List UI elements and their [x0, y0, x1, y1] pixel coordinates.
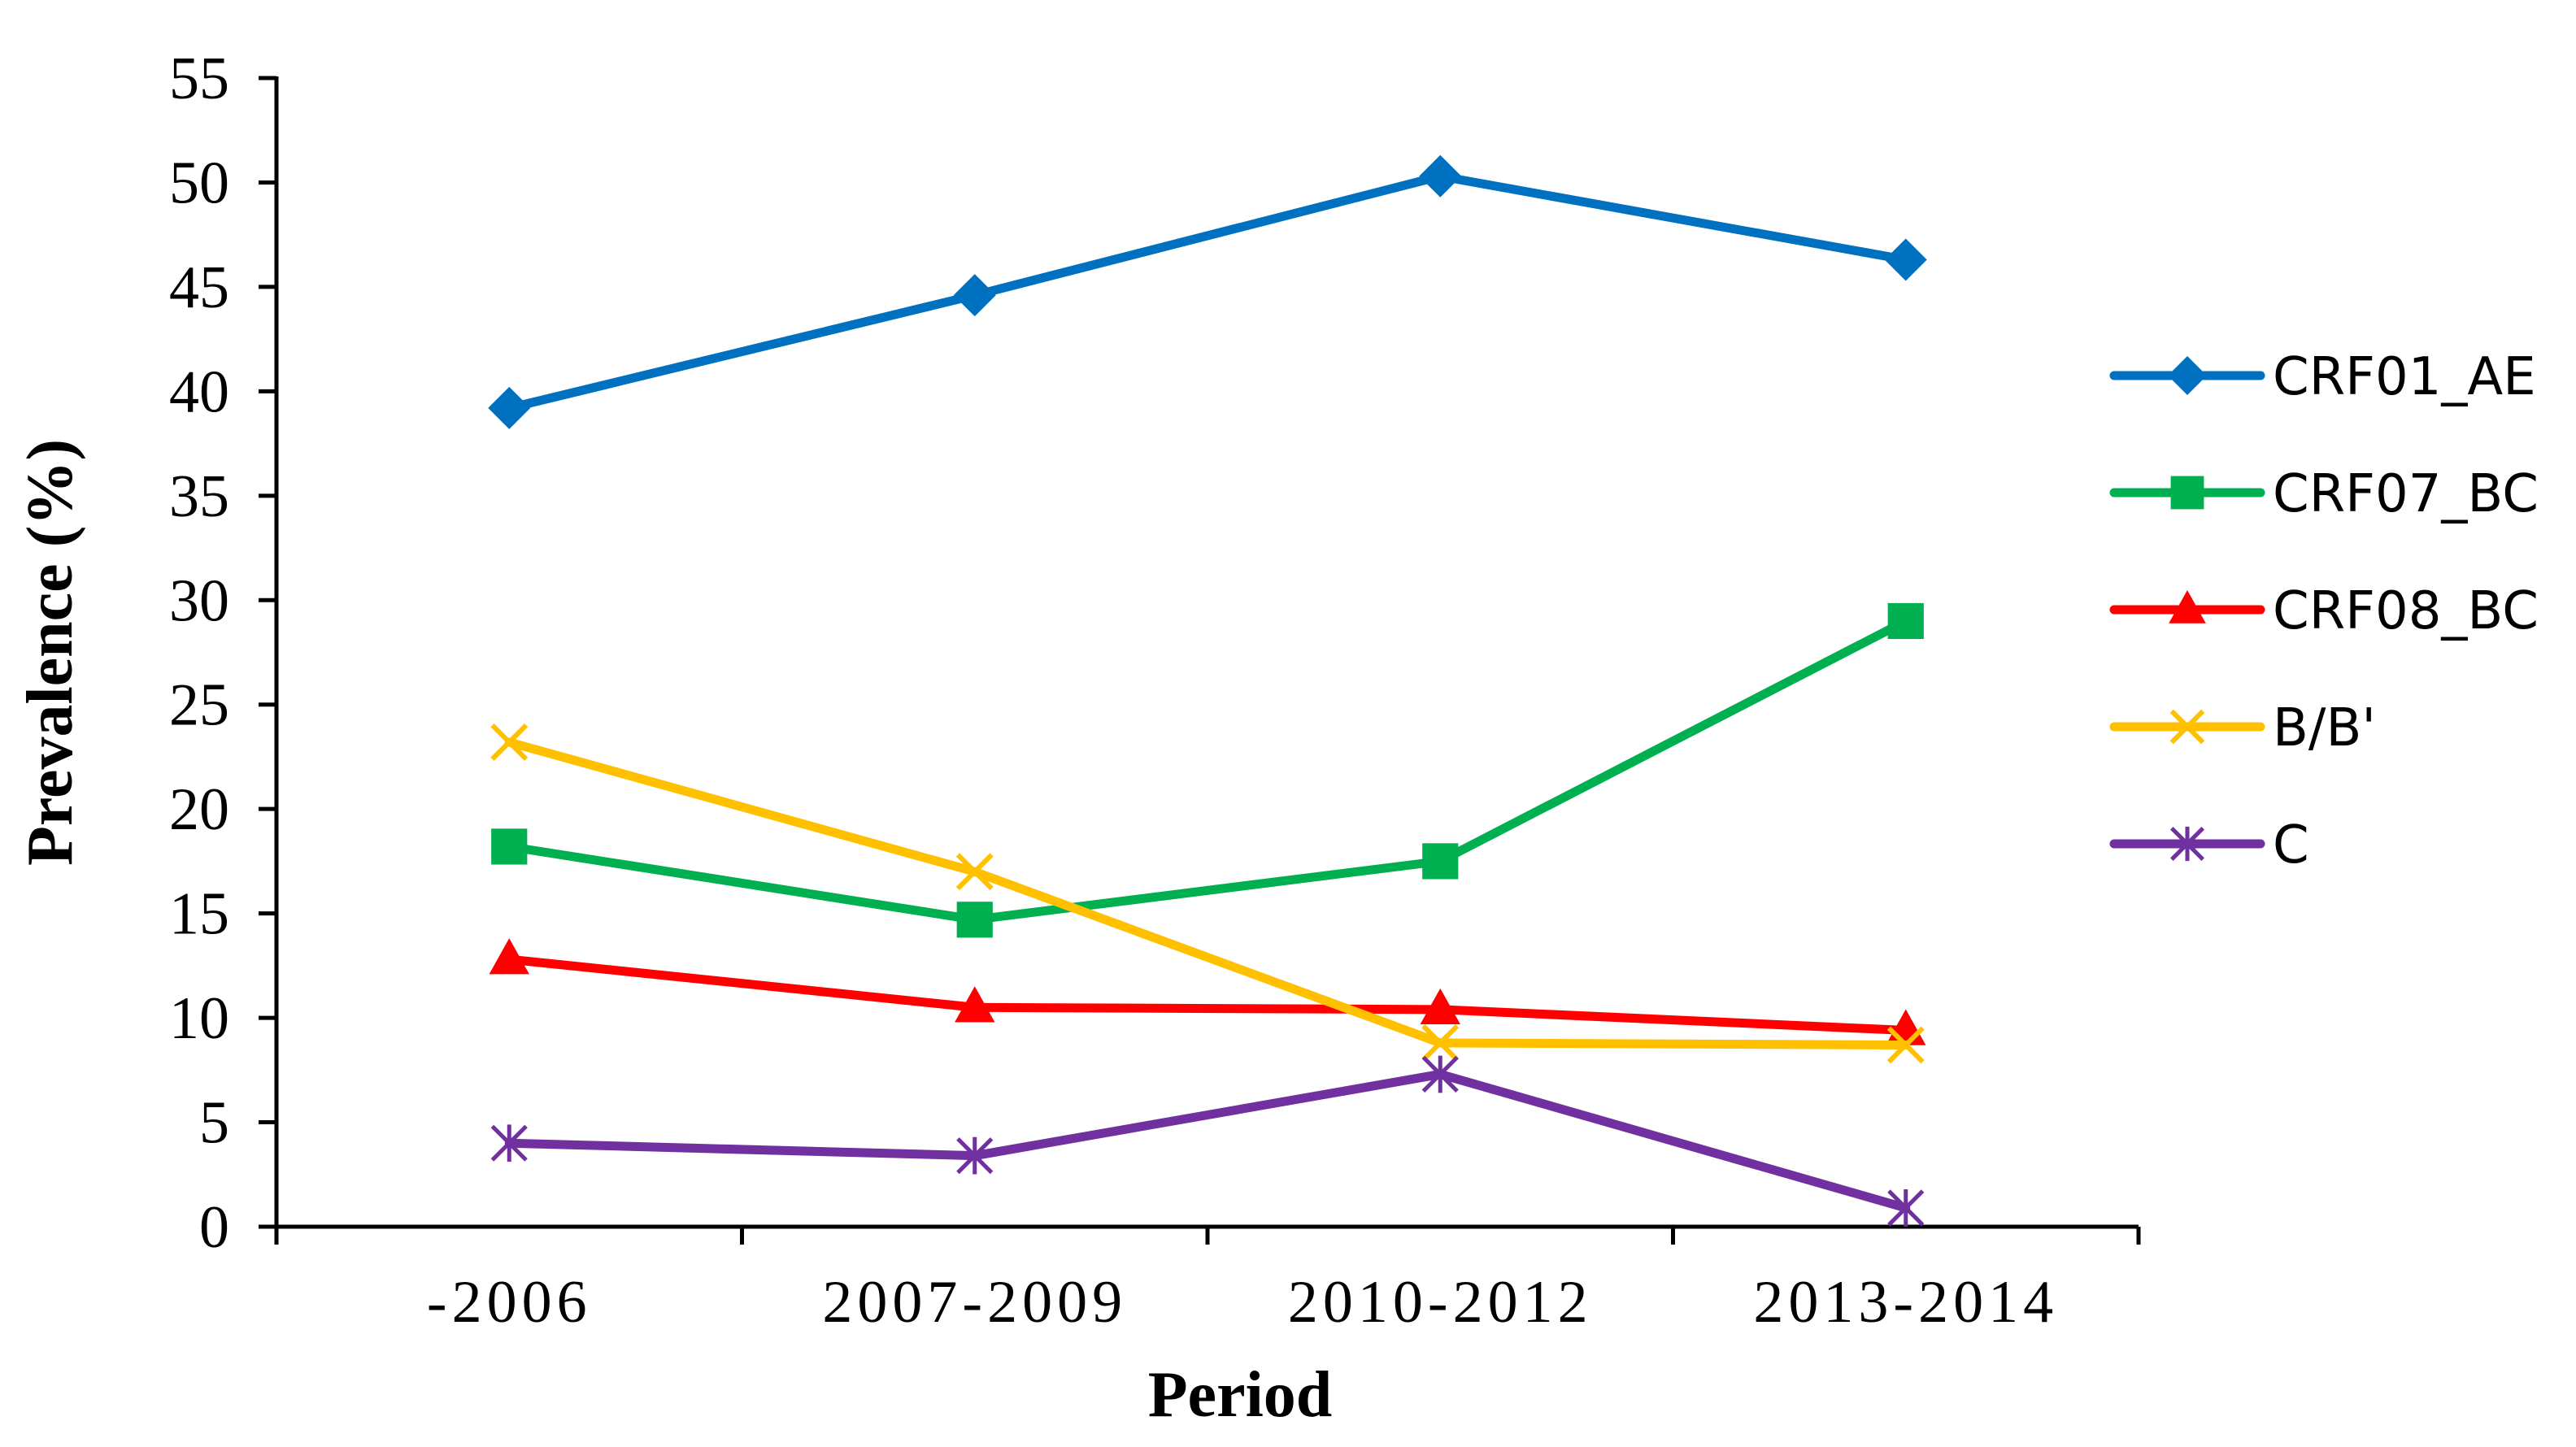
axes: 0 5 10 15 20 25 30 35 40 45 50 55 -2006 2007-2009 201…: [169, 46, 2141, 1336]
series-crf08-bc: [489, 938, 1926, 1045]
data-point-marker: [490, 724, 529, 761]
y-tick-label: 45: [169, 254, 229, 321]
data-point-marker: [488, 386, 531, 429]
legend-label: CRF01_AE: [2273, 347, 2536, 407]
y-tick-label: 40: [169, 358, 229, 425]
data-point-marker: [1420, 988, 1460, 1025]
legend-label: C: [2273, 815, 2309, 876]
x-tick-label: 2013-2014: [1753, 1269, 2058, 1336]
x-tick-label: 2007-2009: [822, 1269, 1127, 1336]
data-point-marker: [489, 938, 529, 975]
data-point-marker: [2170, 476, 2204, 510]
y-tick-label: 0: [199, 1194, 229, 1261]
y-tick-label: 5: [199, 1090, 229, 1157]
y-tick-label: 30: [169, 567, 229, 634]
legend-item: CRF01_AE: [2109, 347, 2536, 407]
data-point-marker: [956, 1136, 994, 1175]
x-axis-ticks: -2006 2007-2009 2010-2012 2013-2014: [274, 1227, 2141, 1336]
x-tick-label: -2006: [427, 1269, 592, 1336]
legend-item: CRF07_BC: [2109, 464, 2539, 524]
series-line: [504, 1069, 1911, 1213]
y-axis-ticks: 0 5 10 15 20 25 30 35 40 45 50 55: [169, 46, 276, 1261]
data-point-marker: [955, 853, 994, 891]
series-crf01-ae: [488, 154, 1927, 429]
y-tick-label: 20: [169, 776, 229, 843]
series-b-b-: [490, 724, 1925, 1064]
series-line: [504, 616, 1911, 924]
series-line: [504, 737, 1911, 1049]
data-point-marker: [1887, 602, 1924, 640]
y-tick-label: 25: [169, 672, 229, 739]
series-layer: [488, 154, 1927, 1227]
data-point-marker: [491, 828, 528, 865]
x-tick-label: 2010-2012: [1288, 1269, 1593, 1336]
data-point-marker: [953, 274, 996, 317]
data-point-marker: [2169, 709, 2205, 745]
data-point-marker: [1419, 154, 1462, 198]
y-tick-label: 35: [169, 463, 229, 530]
legend-label: CRF07_BC: [2273, 464, 2539, 524]
y-tick-label: 10: [169, 985, 229, 1052]
y-axis-title: Prevalence (%): [15, 439, 86, 866]
y-tick-label: 50: [169, 150, 229, 216]
y-tick-label: 15: [169, 881, 229, 948]
data-point-marker: [1884, 238, 1927, 281]
series-c: [490, 1055, 1925, 1227]
legend: CRF01_AE CRF07_BC CRF08_BC B/B' C: [2109, 347, 2539, 876]
data-point-marker: [1421, 1023, 1460, 1062]
data-point-marker: [490, 1124, 528, 1162]
data-point-marker: [1886, 1026, 1925, 1064]
data-point-marker: [1887, 1189, 1925, 1227]
data-point-marker: [2170, 826, 2204, 862]
legend-item: B/B': [2109, 698, 2376, 758]
x-axis-title: Period: [1148, 1359, 1333, 1431]
legend-item: C: [2109, 815, 2309, 876]
legend-label: CRF08_BC: [2273, 581, 2539, 641]
data-point-marker: [2168, 356, 2207, 395]
series-line: [504, 954, 1911, 1036]
y-tick-label: 55: [169, 46, 229, 112]
series-line: [504, 172, 1911, 413]
legend-label: B/B': [2273, 698, 2376, 758]
data-point-marker: [1421, 1055, 1459, 1093]
data-point-marker: [2169, 590, 2206, 624]
data-point-marker: [1422, 843, 1459, 880]
legend-item: CRF08_BC: [2109, 581, 2539, 641]
series-crf07-bc: [491, 602, 1924, 938]
data-point-marker: [956, 902, 993, 938]
data-point-marker: [955, 986, 995, 1023]
